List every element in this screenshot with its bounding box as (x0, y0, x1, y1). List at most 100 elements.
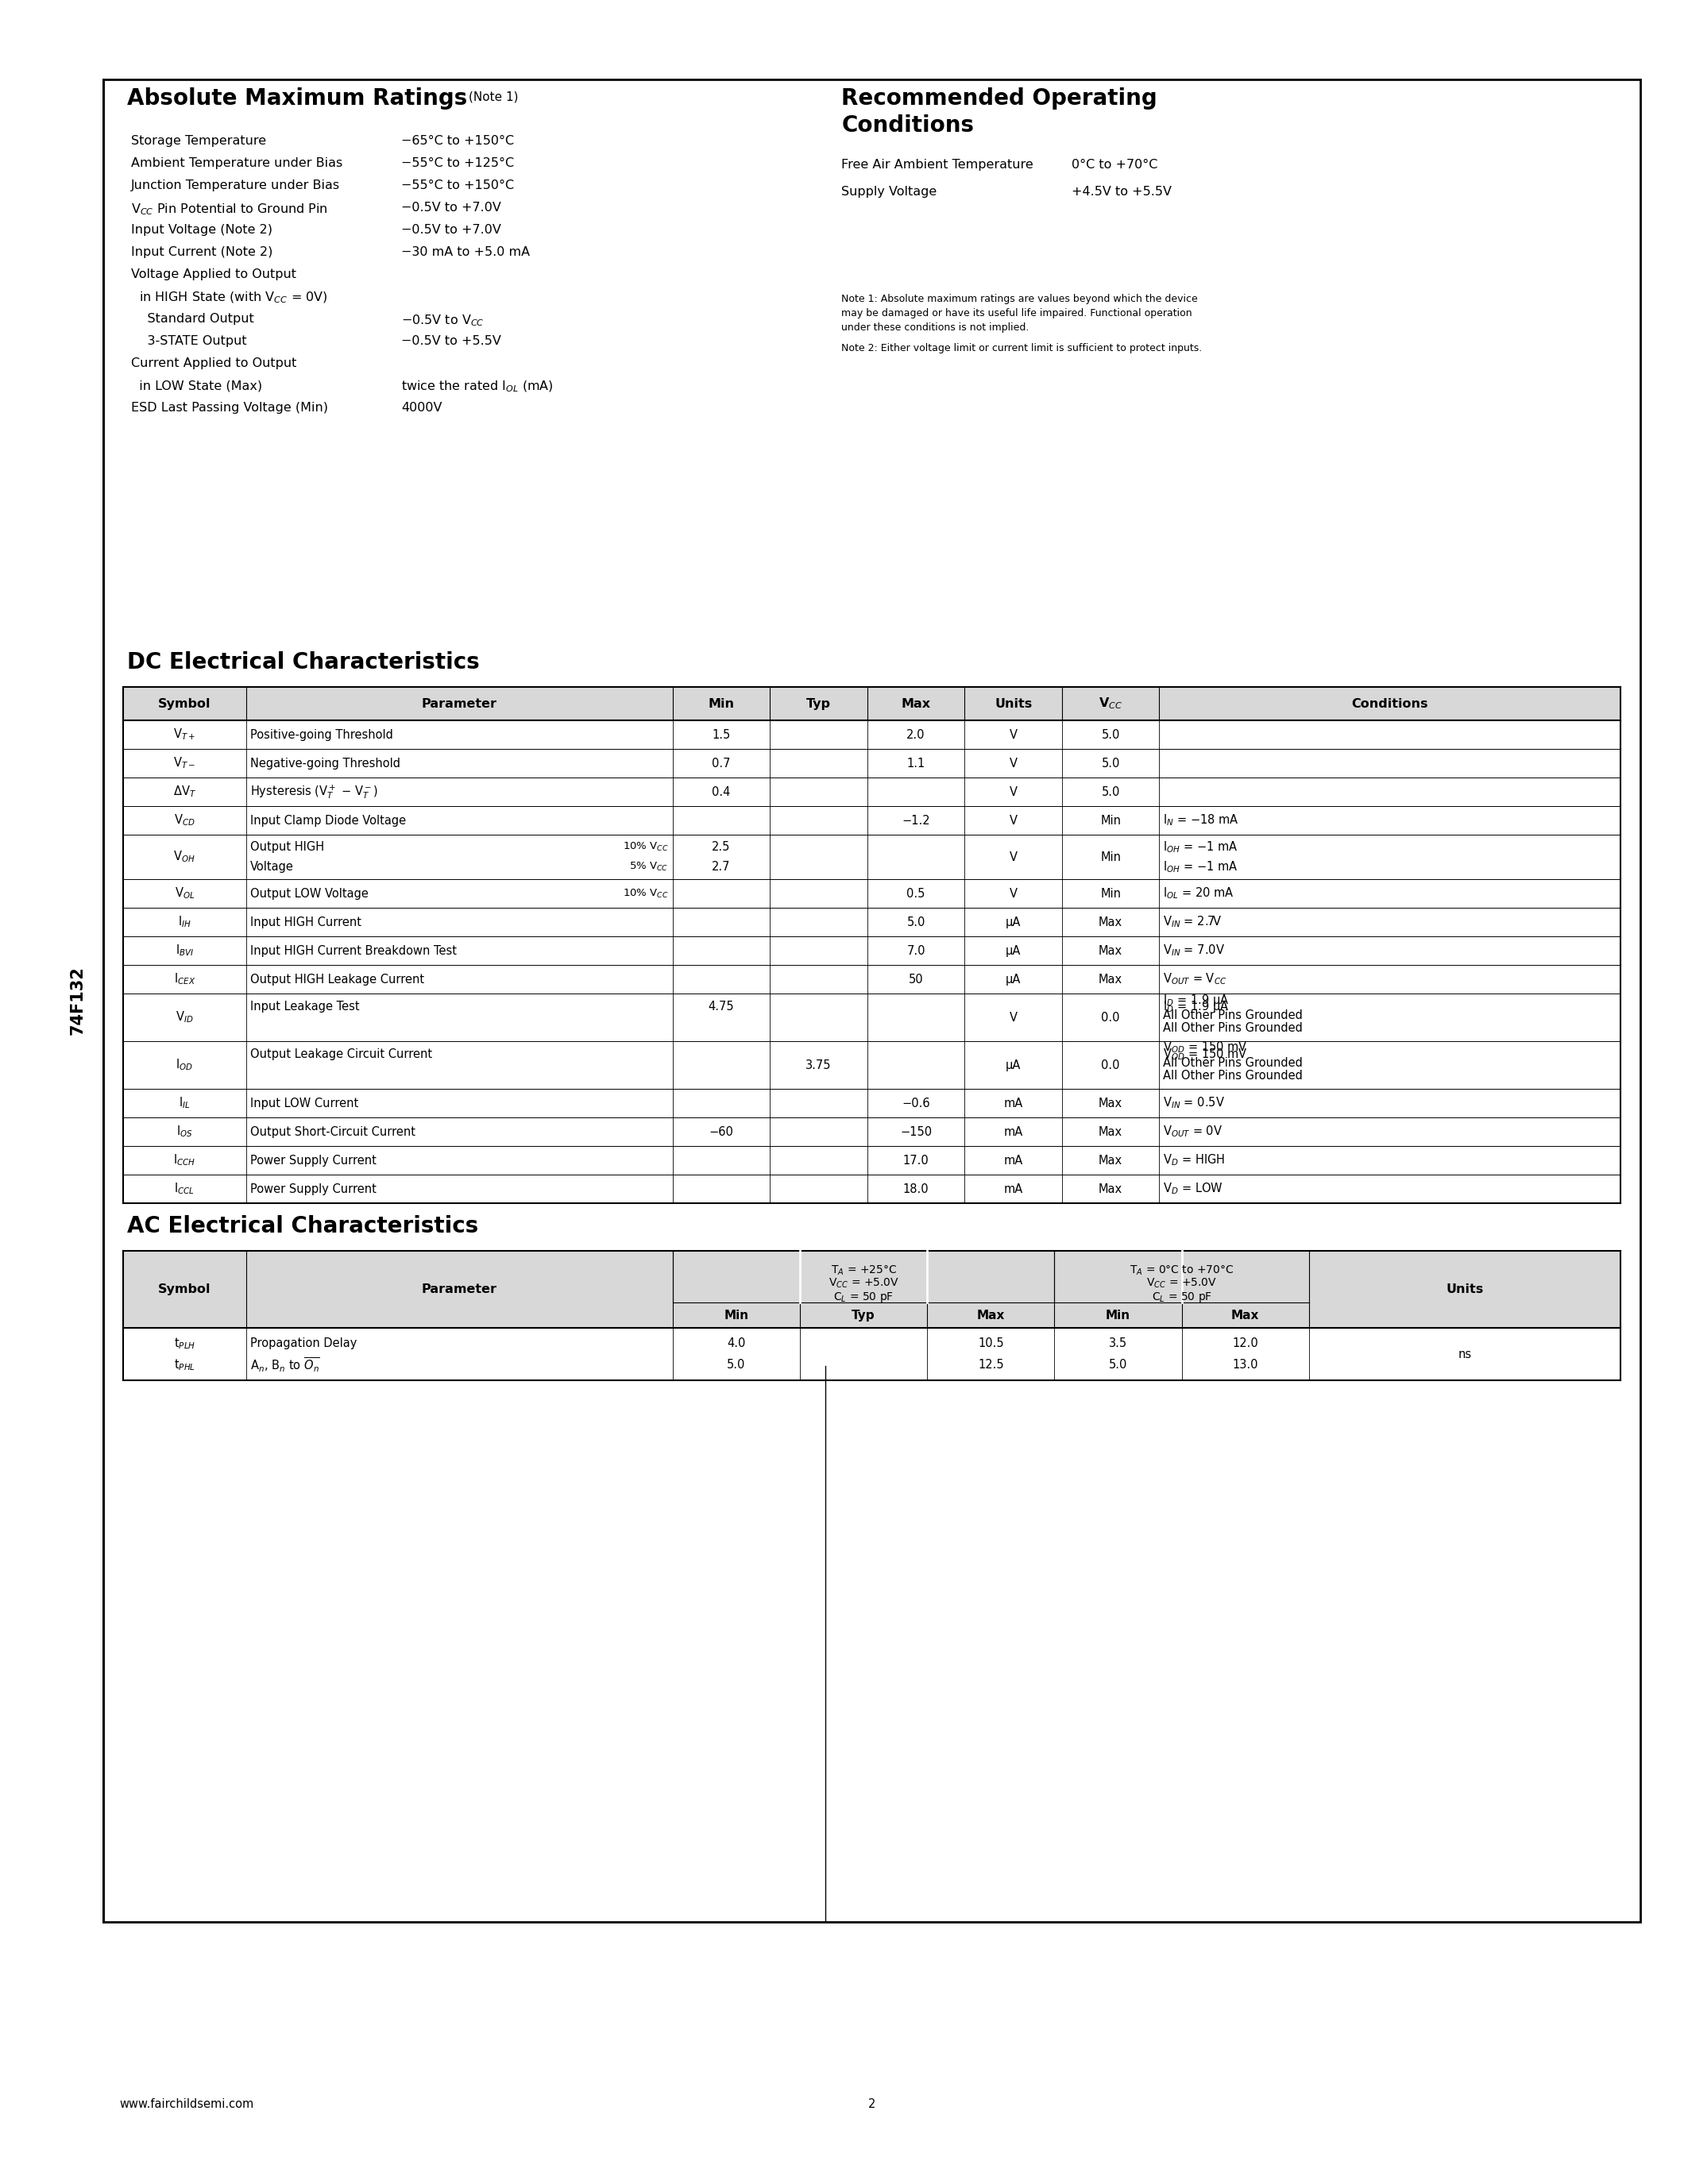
Text: Min: Min (1101, 887, 1121, 900)
Text: C$_L$ = 50 pF: C$_L$ = 50 pF (1151, 1291, 1212, 1304)
Text: V$_D$ = LOW: V$_D$ = LOW (1163, 1182, 1224, 1197)
Text: Standard Output: Standard Output (132, 312, 253, 325)
Text: Output HIGH: Output HIGH (250, 841, 324, 854)
Text: 5.0: 5.0 (1101, 758, 1119, 769)
Text: −60: −60 (709, 1125, 734, 1138)
Text: V$_{OD}$ = 150 mV
All Other Pins Grounded: V$_{OD}$ = 150 mV All Other Pins Grounde… (1163, 1040, 1303, 1068)
Text: −1.2: −1.2 (901, 815, 930, 826)
Text: Output Leakage Circuit Current: Output Leakage Circuit Current (250, 1048, 432, 1061)
Text: Parameter: Parameter (422, 1284, 496, 1295)
Text: Units: Units (1447, 1284, 1484, 1295)
Text: Max: Max (1231, 1308, 1259, 1321)
Text: 0.0: 0.0 (1101, 1059, 1119, 1070)
Text: −30 mA to +5.0 mA: −30 mA to +5.0 mA (402, 247, 530, 258)
Text: I$_{OD}$: I$_{OD}$ (176, 1057, 192, 1072)
Text: −55°C to +125°C: −55°C to +125°C (402, 157, 515, 168)
Text: I$_{OH}$ = −1 mA: I$_{OH}$ = −1 mA (1163, 858, 1239, 874)
Text: t$_{PLH}$: t$_{PLH}$ (174, 1337, 196, 1352)
Text: μA: μA (1006, 974, 1021, 985)
Text: 0°C to +70°C: 0°C to +70°C (1072, 159, 1158, 170)
Text: I$_{OL}$ = 20 mA: I$_{OL}$ = 20 mA (1163, 887, 1234, 900)
Text: Min: Min (724, 1308, 749, 1321)
Text: 2.5: 2.5 (712, 841, 731, 854)
Text: 5.0: 5.0 (1101, 786, 1119, 797)
Text: T$_A$ = 0°C to +70°C: T$_A$ = 0°C to +70°C (1129, 1265, 1234, 1278)
Text: Min: Min (1106, 1308, 1131, 1321)
Text: Max: Max (1099, 915, 1123, 928)
Text: 4.75: 4.75 (709, 1000, 734, 1013)
Text: V$_{CC}$ Pin Potential to Ground Pin: V$_{CC}$ Pin Potential to Ground Pin (132, 201, 327, 216)
Text: V$_{IN}$ = 2.7V: V$_{IN}$ = 2.7V (1163, 915, 1222, 930)
Text: may be damaged or have its useful life impaired. Functional operation: may be damaged or have its useful life i… (842, 308, 1192, 319)
Text: 50: 50 (908, 974, 923, 985)
Text: V$_{OUT}$ = 0V: V$_{OUT}$ = 0V (1163, 1125, 1224, 1140)
Text: Negative-going Threshold: Negative-going Threshold (250, 758, 400, 769)
Text: Power Supply Current: Power Supply Current (250, 1155, 376, 1166)
Text: 3.5: 3.5 (1109, 1337, 1128, 1350)
Text: ns: ns (1458, 1348, 1472, 1361)
Text: V: V (1009, 887, 1018, 900)
Text: A$_n$, B$_n$ to $\overline{O_n}$: A$_n$, B$_n$ to $\overline{O_n}$ (250, 1356, 319, 1374)
Text: Positive-going Threshold: Positive-going Threshold (250, 729, 393, 740)
Text: I$_N$ = −18 mA: I$_N$ = −18 mA (1163, 812, 1239, 828)
Text: Absolute Maximum Ratings: Absolute Maximum Ratings (127, 87, 468, 109)
Text: Symbol: Symbol (159, 697, 211, 710)
Text: Max: Max (977, 1308, 1004, 1321)
Text: mA: mA (1004, 1155, 1023, 1166)
Text: 0.4: 0.4 (712, 786, 731, 797)
Text: mA: mA (1004, 1096, 1023, 1109)
Text: 0.0: 0.0 (1101, 1011, 1119, 1024)
Text: Supply Voltage: Supply Voltage (842, 186, 937, 199)
Text: I$_{CCL}$: I$_{CCL}$ (174, 1182, 194, 1197)
Bar (123, 1251, 1620, 1328)
Text: 12.5: 12.5 (977, 1358, 1004, 1372)
Text: All Other Pins Grounded: All Other Pins Grounded (1163, 1022, 1303, 1033)
Text: 1.5: 1.5 (712, 729, 731, 740)
Text: Conditions: Conditions (1352, 697, 1428, 710)
Text: Min: Min (709, 697, 734, 710)
Text: Symbol: Symbol (159, 1284, 211, 1295)
Text: Min: Min (1101, 815, 1121, 826)
Text: −0.6: −0.6 (901, 1096, 930, 1109)
Text: Conditions: Conditions (842, 114, 974, 138)
Text: 0.5: 0.5 (906, 887, 925, 900)
Text: Recommended Operating: Recommended Operating (842, 87, 1158, 109)
Text: Parameter: Parameter (422, 697, 496, 710)
Text: Output HIGH Leakage Current: Output HIGH Leakage Current (250, 974, 424, 985)
Text: Storage Temperature: Storage Temperature (132, 135, 267, 146)
Text: 18.0: 18.0 (903, 1184, 928, 1195)
Text: V$_{IN}$ = 7.0V: V$_{IN}$ = 7.0V (1163, 943, 1225, 959)
Text: 5.0: 5.0 (1109, 1358, 1128, 1372)
Text: I$_{CEX}$: I$_{CEX}$ (174, 972, 196, 987)
Text: V$_{CC}$: V$_{CC}$ (1099, 697, 1123, 712)
Text: 3.75: 3.75 (805, 1059, 832, 1070)
Text: 13.0: 13.0 (1232, 1358, 1258, 1372)
Text: −150: −150 (900, 1125, 932, 1138)
Text: Min: Min (1101, 852, 1121, 863)
Text: 10.5: 10.5 (977, 1337, 1004, 1350)
Text: 12.0: 12.0 (1232, 1337, 1258, 1350)
Text: V$_{T-}$: V$_{T-}$ (174, 756, 196, 771)
Text: Power Supply Current: Power Supply Current (250, 1184, 376, 1195)
Text: Input Current (Note 2): Input Current (Note 2) (132, 247, 273, 258)
Text: V$_{OD}$ = 150 mV: V$_{OD}$ = 150 mV (1163, 1046, 1247, 1061)
Text: 10% V$_{CC}$: 10% V$_{CC}$ (623, 887, 668, 900)
Text: Input Clamp Diode Voltage: Input Clamp Diode Voltage (250, 815, 405, 826)
Text: V$_{OUT}$ = V$_{CC}$: V$_{OUT}$ = V$_{CC}$ (1163, 972, 1227, 987)
Bar (103, 79, 1641, 1922)
Text: in HIGH State (with V$_{CC}$ = 0V): in HIGH State (with V$_{CC}$ = 0V) (132, 290, 327, 306)
Text: V$_{OH}$: V$_{OH}$ (174, 850, 196, 865)
Text: Units: Units (994, 697, 1031, 710)
Text: Typ: Typ (852, 1308, 876, 1321)
Text: −65°C to +150°C: −65°C to +150°C (402, 135, 515, 146)
Text: Output Short-Circuit Current: Output Short-Circuit Current (250, 1125, 415, 1138)
Text: V$_{CC}$ = +5.0V: V$_{CC}$ = +5.0V (1146, 1275, 1217, 1289)
Text: V: V (1009, 786, 1018, 797)
Text: 17.0: 17.0 (903, 1155, 928, 1166)
Text: DC Electrical Characteristics: DC Electrical Characteristics (127, 651, 479, 673)
Text: V$_{OL}$: V$_{OL}$ (174, 887, 194, 900)
Text: 5.0: 5.0 (906, 915, 925, 928)
Text: 3-STATE Output: 3-STATE Output (132, 334, 246, 347)
Text: I$_{IL}$: I$_{IL}$ (179, 1096, 191, 1109)
Text: AC Electrical Characteristics: AC Electrical Characteristics (127, 1214, 478, 1238)
